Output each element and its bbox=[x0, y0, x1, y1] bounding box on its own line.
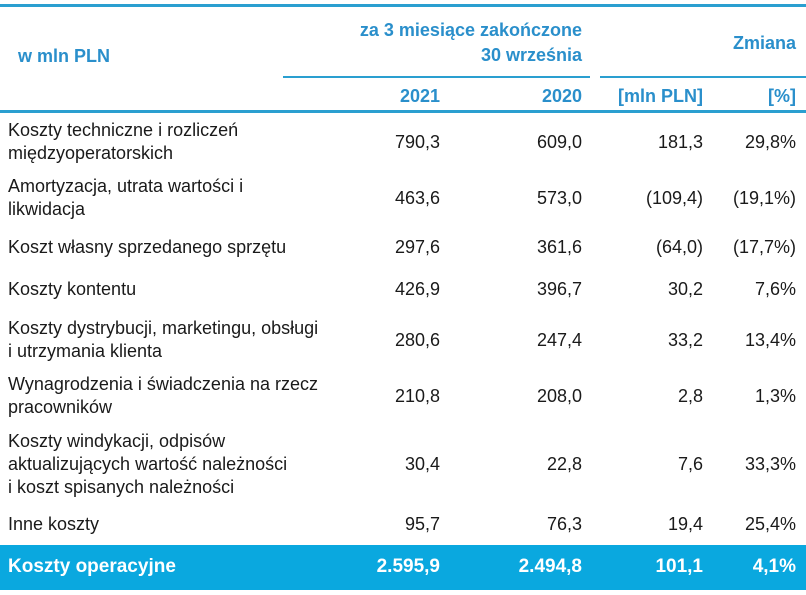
period-line1: za 3 miesiące zakończone bbox=[359, 20, 582, 40]
change-pct: 29,8% bbox=[744, 131, 796, 152]
change-pct: (17,7%) bbox=[732, 237, 796, 257]
total-pct: 4,1% bbox=[752, 556, 796, 577]
value-2020: 208,0 bbox=[536, 385, 582, 406]
col-header-change-pct: [%] bbox=[768, 86, 796, 106]
row-label-line: Koszt własny sprzedanego sprzętu bbox=[8, 237, 287, 257]
value-2020: 573,0 bbox=[536, 187, 582, 208]
change-pct: (19,1%) bbox=[732, 187, 796, 208]
value-2021: 463,6 bbox=[394, 187, 440, 208]
change-rule bbox=[600, 76, 806, 78]
value-2021: 30,4 bbox=[404, 454, 440, 474]
row-label-line: Wynagrodzenia i świadczenia na rzecz bbox=[8, 374, 318, 394]
change-abs: 19,4 bbox=[667, 514, 703, 534]
total-2021: 2.595,9 bbox=[376, 556, 440, 577]
total-change: 101,1 bbox=[655, 556, 703, 577]
row-label: Koszt własny sprzedanego sprzętu bbox=[8, 236, 378, 259]
change-abs: 181,3 bbox=[657, 131, 703, 152]
row-label: Koszty windykacji, odpisów aktualizującyc… bbox=[8, 430, 378, 499]
change-pct: 33,3% bbox=[744, 454, 796, 474]
change-abs: (64,0) bbox=[655, 237, 703, 257]
value-2021: 95,7 bbox=[404, 514, 440, 534]
row-label: Koszty techniczne i rozliczeń międzyopera… bbox=[8, 119, 378, 165]
total-2020: 2.494,8 bbox=[518, 556, 582, 577]
value-2021: 297,6 bbox=[394, 237, 440, 257]
change-pct: 7,6% bbox=[754, 279, 796, 299]
change-pct: 1,3% bbox=[754, 385, 796, 406]
row-label: Koszty kontentu bbox=[8, 278, 378, 301]
row-label-line: pracowników bbox=[8, 397, 113, 417]
row-label: Amortyzacja, utrata wartości i likwidacja bbox=[8, 175, 378, 221]
row-label-line: Inne koszty bbox=[8, 514, 100, 534]
total-row: Koszty operacyjne 2.595,9 2.494,8 101,1 … bbox=[0, 545, 806, 590]
change-abs: 30,2 bbox=[667, 279, 703, 299]
row-label-line: aktualizujących wartość należności bbox=[8, 454, 288, 474]
change-abs: 2,8 bbox=[677, 385, 703, 406]
row-label-line: Koszty dystrybucji, marketingu, obsługi bbox=[8, 318, 319, 338]
row-label: Wynagrodzenia i świadczenia na rzecz prac… bbox=[8, 373, 378, 419]
row-label-line: Koszty techniczne i rozliczeń bbox=[8, 120, 239, 140]
row-label-line: Koszty windykacji, odpisów bbox=[8, 431, 226, 451]
row-label: Inne koszty bbox=[8, 513, 378, 536]
col-header-change-abs: [mln PLN] bbox=[618, 86, 703, 106]
value-2020: 76,3 bbox=[546, 514, 582, 534]
col-header-2021: 2021 bbox=[399, 86, 440, 106]
period-rule bbox=[283, 76, 590, 78]
change-abs: 7,6 bbox=[677, 454, 703, 474]
value-2020: 609,0 bbox=[536, 131, 582, 152]
value-2020: 247,4 bbox=[536, 329, 582, 350]
change-label: Zmiana bbox=[732, 33, 796, 53]
value-2021: 280,6 bbox=[394, 329, 440, 350]
value-2020: 396,7 bbox=[536, 279, 582, 299]
top-rule bbox=[0, 4, 806, 7]
unit-label: w mln PLN bbox=[18, 46, 111, 66]
period-line2: 30 września bbox=[480, 45, 582, 65]
value-2021: 790,3 bbox=[394, 131, 440, 152]
row-label: Koszty dystrybucji, marketingu, obsługi i… bbox=[8, 317, 378, 363]
row-label-line: Koszty kontentu bbox=[8, 279, 137, 299]
change-pct: 25,4% bbox=[744, 514, 796, 534]
change-pct: 13,4% bbox=[744, 329, 796, 350]
row-label-line: i koszt spisanych należności bbox=[8, 477, 235, 497]
row-label-line: i utrzymania klienta bbox=[8, 341, 163, 361]
row-label-line: międzyoperatorskich bbox=[8, 143, 174, 163]
value-2021: 210,8 bbox=[394, 385, 440, 406]
value-2021: 426,9 bbox=[394, 279, 440, 299]
value-2020: 361,6 bbox=[536, 237, 582, 257]
value-2020: 22,8 bbox=[546, 454, 582, 474]
change-abs: 33,2 bbox=[667, 329, 703, 350]
change-abs: (109,4) bbox=[645, 187, 703, 208]
total-label: Koszty operacyjne bbox=[8, 556, 176, 577]
row-label-line: Amortyzacja, utrata wartości i bbox=[8, 176, 244, 196]
header-bottom-rule bbox=[0, 110, 806, 113]
col-header-2020: 2020 bbox=[541, 86, 582, 106]
row-label-line: likwidacja bbox=[8, 199, 86, 219]
